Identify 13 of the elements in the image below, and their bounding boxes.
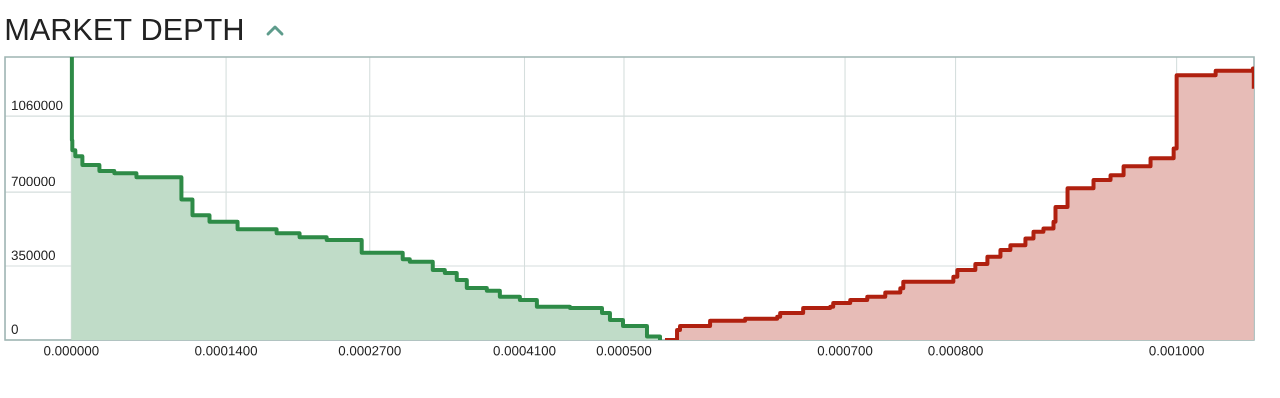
y-tick-label: 700000 <box>11 176 56 187</box>
x-tick-label: 0.000800 <box>928 346 983 356</box>
x-tick-label: 0.001000 <box>1149 346 1204 356</box>
y-tick-label: 350000 <box>11 250 56 261</box>
y-tick-label: 0 <box>11 324 18 334</box>
y-tick-label: 1060000 <box>12 100 63 111</box>
x-tick-label: 0.000500 <box>596 346 652 356</box>
x-tick-label: 0.000700 <box>817 346 873 356</box>
chart-title: MARKET DEPTH <box>6 18 243 40</box>
x-tick-label: 0.0004100 <box>493 346 556 356</box>
x-tick-label: 0.0002700 <box>338 346 401 356</box>
x-tick-label: 0.0001400 <box>195 346 258 356</box>
x-tick-label: 0.000000 <box>44 346 99 356</box>
